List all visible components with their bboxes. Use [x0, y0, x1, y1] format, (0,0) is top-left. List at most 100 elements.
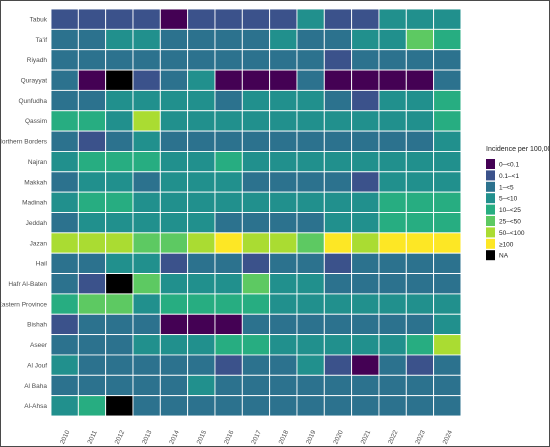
heatmap-cell [241, 212, 271, 234]
heatmap-cell [241, 69, 271, 91]
heatmap-cell [351, 110, 380, 132]
heatmap-cell [214, 171, 243, 193]
heatmap-cell [50, 212, 79, 234]
heatmap-cell [50, 232, 79, 254]
heatmap-cell [105, 49, 134, 71]
heatmap-cell [433, 28, 462, 51]
heatmap-cell [433, 191, 462, 213]
heatmap-cell [405, 171, 435, 193]
heatmap-cell [105, 212, 134, 234]
heatmap-cell [77, 89, 107, 112]
legend-label: 10–<25 [499, 207, 521, 214]
legend-label: 0–<0.1 [499, 162, 519, 169]
heatmap-cell [187, 252, 216, 274]
heatmap-cell [351, 8, 380, 30]
heatmap-cell [378, 171, 407, 193]
heatmap-cell [159, 89, 189, 112]
heatmap-cell [159, 191, 189, 213]
heatmap-cell [269, 293, 298, 315]
heatmap-cell [351, 212, 380, 234]
heatmap-cell [351, 395, 380, 417]
column-label: 2023 [414, 429, 427, 445]
heatmap-cell [50, 334, 79, 356]
heatmap-cell [159, 212, 189, 234]
heatmap-cell [405, 8, 435, 30]
heatmap-cell [77, 130, 107, 152]
legend-key [486, 227, 495, 238]
heatmap-cell [405, 374, 435, 397]
heatmap-cell [77, 8, 107, 30]
heatmap-cell [378, 28, 407, 51]
heatmap-cell [105, 395, 134, 417]
legend-title: Incidence per 100,000 [486, 146, 549, 153]
legend-key [486, 181, 495, 192]
heatmap-cell [132, 28, 161, 51]
row-labels: Tabuk Ta'if Riyadh Qurayyat Qunfudha Qassim No… [1, 16, 48, 410]
heatmap-cell [159, 28, 189, 51]
heatmap-cell [269, 374, 298, 397]
column-label: 2022 [387, 429, 400, 445]
heatmap-cell [323, 89, 353, 112]
heatmap-cell [214, 334, 243, 356]
heatmap-cell [269, 395, 298, 417]
heatmap-cell [405, 28, 435, 51]
heatmap-cell [241, 110, 271, 132]
heatmap-cell [269, 89, 298, 112]
heatmap-cell [50, 313, 79, 336]
heatmap-cell [132, 191, 161, 213]
heatmap-cell [351, 313, 380, 336]
heatmap-cell [296, 395, 325, 417]
heatmap-cell [159, 110, 189, 132]
heatmap-cell [159, 395, 189, 417]
heatmap-cell [296, 171, 325, 193]
heatmap-cell [296, 110, 325, 132]
heatmap-cell [378, 252, 407, 274]
heatmap-cell [187, 8, 216, 30]
legend-label: 1–<5 [499, 184, 514, 191]
heatmap-cell [241, 395, 271, 417]
heatmap-cell [77, 293, 107, 315]
heatmap-cell [77, 354, 107, 376]
heatmap-cell [433, 374, 462, 397]
row-label: Bishah [27, 322, 47, 329]
row-label: Riyadh [27, 57, 48, 64]
heatmap-cell [187, 313, 216, 336]
heatmap-cell [296, 334, 325, 356]
heatmap-cell [433, 334, 462, 356]
heatmap-cell [378, 395, 407, 417]
heatmap-cell [405, 110, 435, 132]
heatmap-cell [187, 28, 216, 51]
heatmap-cell [105, 293, 134, 315]
heatmap-cell [351, 354, 380, 376]
heatmap-cell [187, 110, 216, 132]
heatmap-cell [214, 395, 243, 417]
heatmap-cell [105, 69, 134, 91]
heatmap-cell [105, 252, 134, 274]
heatmap-cell [296, 89, 325, 112]
heatmap-cell [323, 252, 353, 274]
heatmap-cell [351, 28, 380, 51]
heatmap-cell [269, 150, 298, 173]
heatmap-cell [296, 273, 325, 295]
heatmap-cell [187, 334, 216, 356]
row-label: Hail [36, 261, 48, 268]
heatmap-cell [296, 354, 325, 376]
heatmap-cell [296, 28, 325, 51]
heatmap-cell [105, 89, 134, 112]
heatmap-cell [214, 191, 243, 213]
legend-key [486, 216, 495, 226]
heatmap-cell [50, 395, 79, 417]
heatmap-cell [269, 334, 298, 356]
legend-label: 0.1–<1 [499, 173, 519, 180]
heatmap-cell [105, 28, 134, 51]
heatmap-cell [405, 212, 435, 234]
heatmap-cell [214, 374, 243, 397]
heatmap-cell [323, 293, 353, 315]
heatmap-cell [296, 232, 325, 254]
heatmap-cell [159, 69, 189, 91]
heatmap-cell [405, 273, 435, 295]
heatmap-cell [323, 49, 353, 71]
heatmap-cell [187, 69, 216, 91]
heatmap-cell [132, 69, 161, 91]
heatmap-cell [132, 110, 161, 132]
